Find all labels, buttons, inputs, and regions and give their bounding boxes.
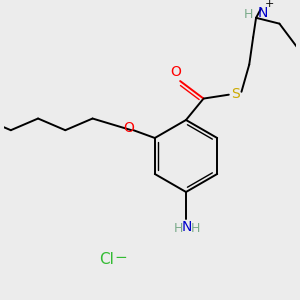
Text: H: H <box>244 8 253 21</box>
Text: S: S <box>231 87 240 101</box>
Text: −: − <box>114 250 127 265</box>
Text: N: N <box>258 6 268 20</box>
Text: O: O <box>170 65 181 79</box>
Text: O: O <box>123 121 134 135</box>
Text: Cl: Cl <box>99 252 114 267</box>
Text: H: H <box>173 222 183 235</box>
Text: H: H <box>191 222 200 235</box>
Text: N: N <box>182 220 192 234</box>
Text: +: + <box>265 0 274 9</box>
